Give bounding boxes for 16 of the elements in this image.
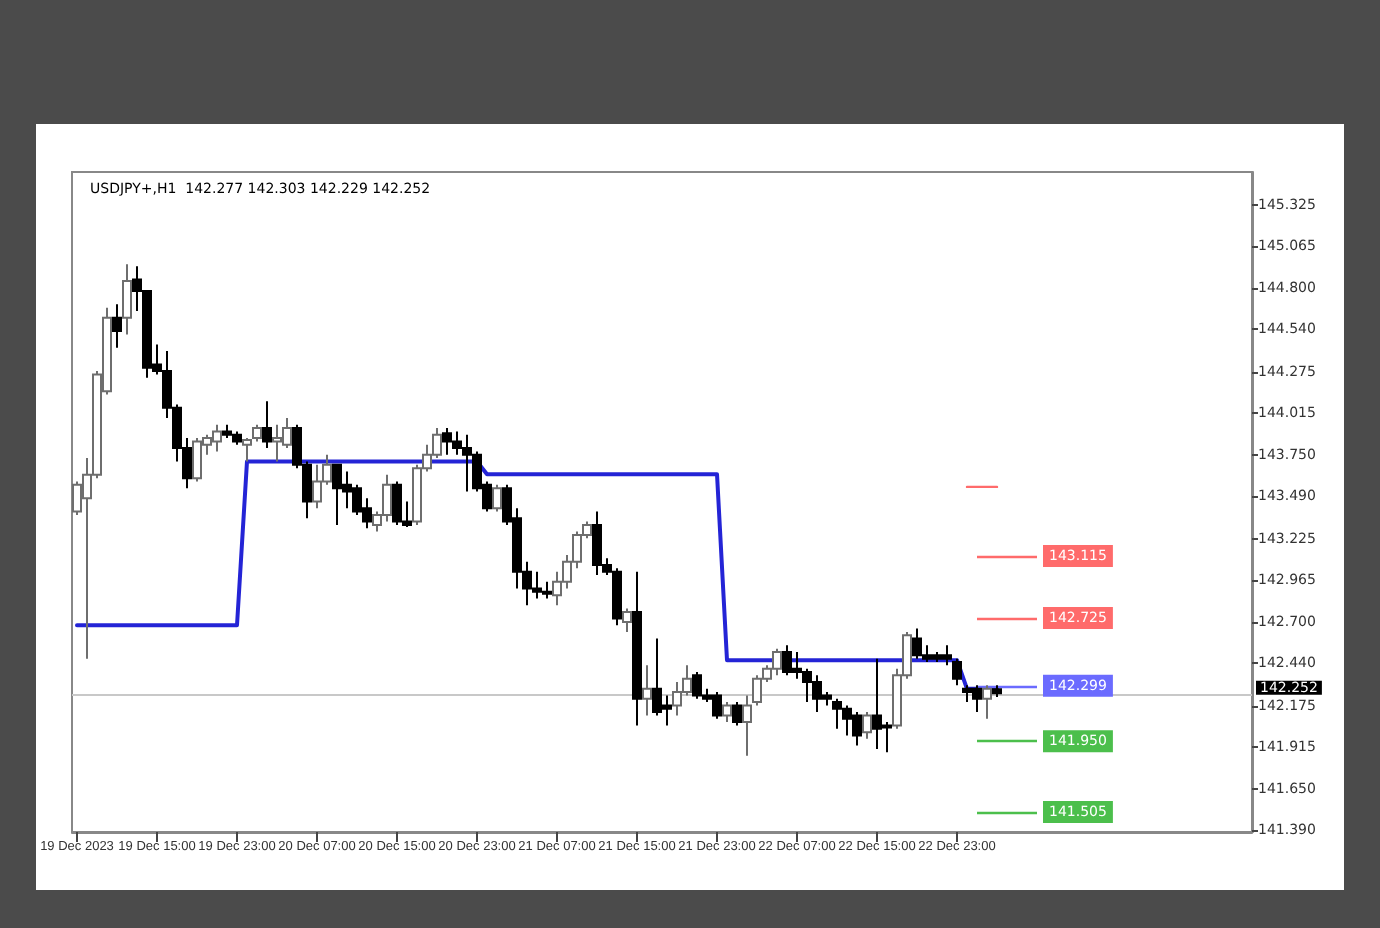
candlestick [112, 303, 122, 349]
candlestick [622, 607, 632, 633]
candlestick [642, 664, 652, 717]
candlestick [982, 684, 992, 720]
candlestick [252, 423, 262, 443]
candlestick [862, 711, 872, 740]
candlestick [262, 400, 272, 450]
candlestick [742, 694, 752, 757]
candlestick [492, 483, 502, 513]
candlestick [992, 684, 1002, 698]
candlestick [242, 437, 252, 463]
candlestick [952, 657, 962, 687]
candlestick [722, 701, 732, 724]
candlestick [122, 263, 132, 336]
candlestick [732, 701, 742, 727]
candlestick [632, 570, 642, 727]
